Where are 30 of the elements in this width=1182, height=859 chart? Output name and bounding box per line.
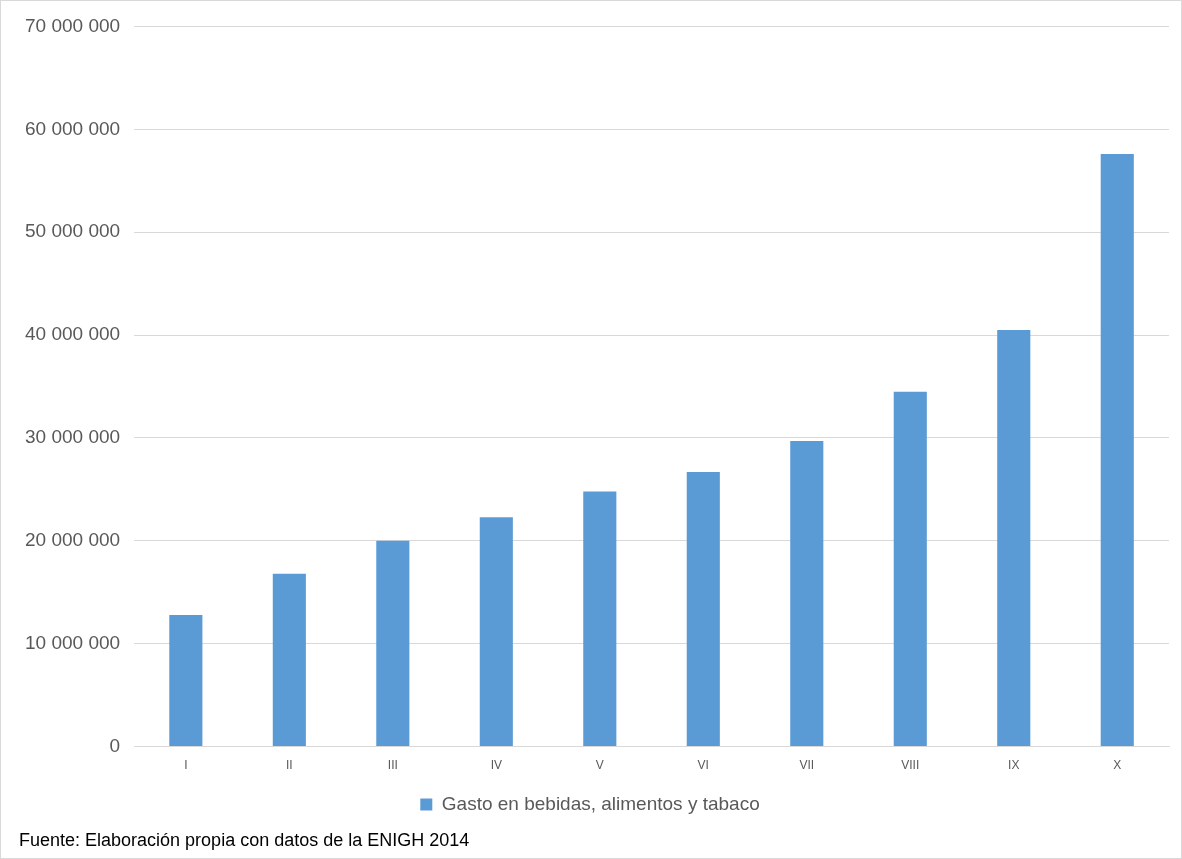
y-tick-label: 30 000 000 [25,426,121,448]
y-tick-label: 70 000 000 [25,14,121,36]
x-tick-label: V [595,758,604,773]
y-tick-label: 40 000 000 [25,323,121,345]
bar [376,540,410,747]
bar [272,573,306,747]
bar [169,614,203,747]
legend-label: Gasto en bebidas, alimentos y tabaco [441,792,760,814]
y-tick-label: 60 000 000 [25,117,121,139]
bar [997,329,1031,747]
x-tick-label: II [285,758,293,773]
source-note: Fuente: Elaboración propia con datos de la ENIGH 2014 [19,829,470,850]
bar [686,471,720,747]
bar [583,491,617,747]
x-tick-label: VI [697,758,709,773]
y-tick-label: 50 000 000 [25,220,121,242]
x-tick-label: III [387,758,398,773]
x-tick-label: VIII [901,758,920,773]
bar [790,441,824,747]
bar [1100,153,1134,747]
x-tick-label: X [1113,758,1122,773]
x-tick-label: IX [1008,758,1020,773]
x-tick-label: IV [490,758,502,773]
bar [479,517,513,747]
bar [893,391,927,747]
x-tick-label: VII [799,758,815,773]
x-tick-label: I [184,758,188,773]
y-tick-label: 10 000 000 [25,631,121,653]
y-tick-label: 0 [109,734,121,756]
y-tick-label: 20 000 000 [25,529,121,551]
